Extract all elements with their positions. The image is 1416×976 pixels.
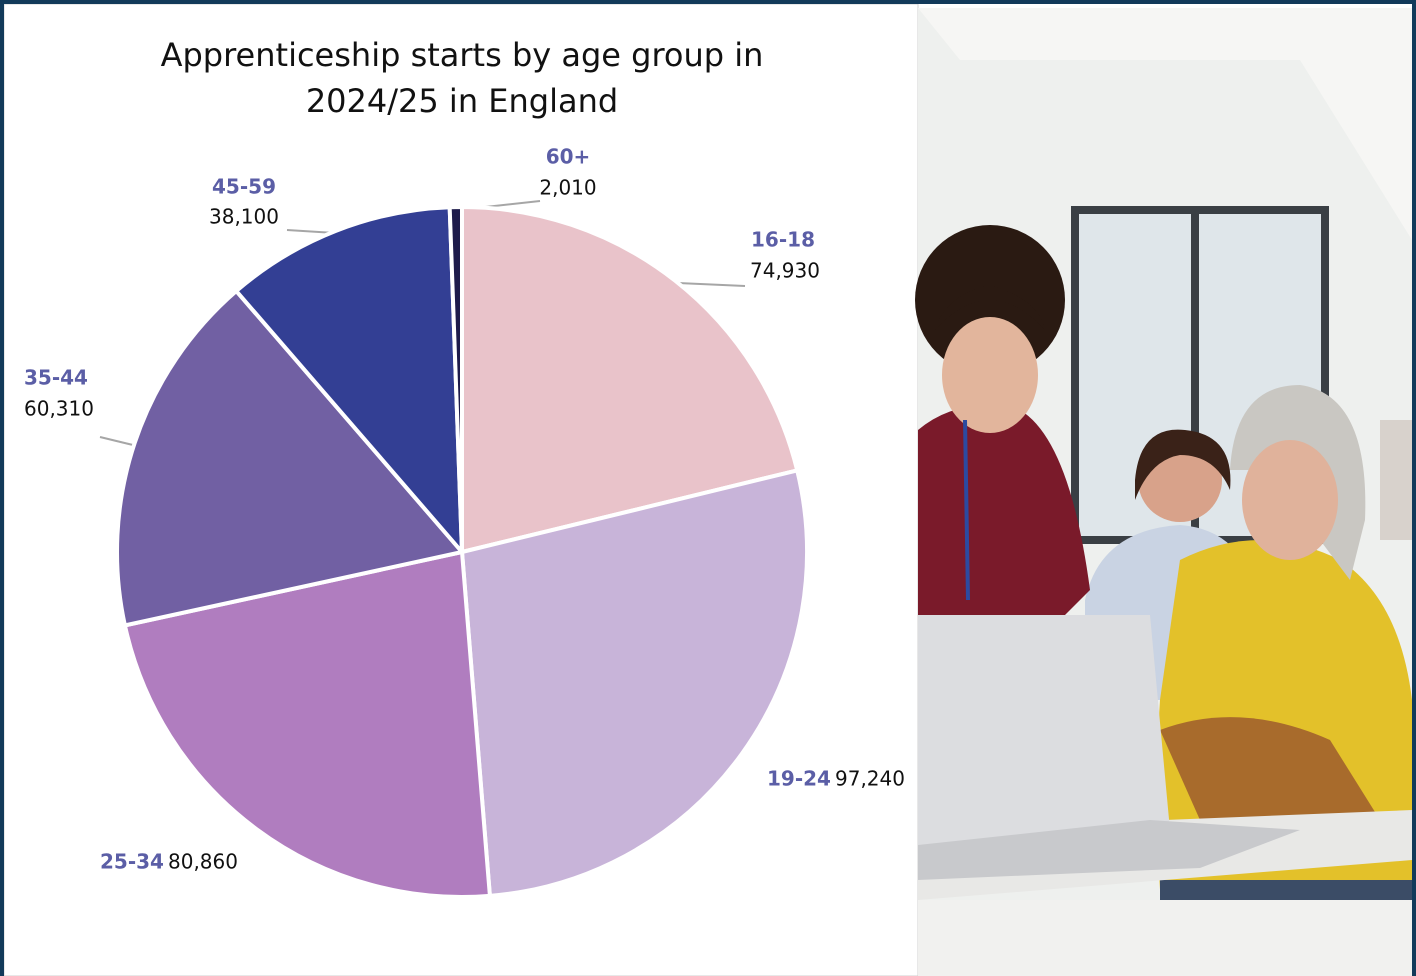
chart-title: Apprenticeship starts by age group in 20… <box>160 36 764 120</box>
category-label: 25-34 <box>100 850 164 874</box>
photo <box>915 8 1412 976</box>
leader-line <box>677 282 746 287</box>
pie-slice <box>460 468 809 898</box>
value-label: 80,860 <box>168 850 238 874</box>
value-label: 97,240 <box>835 767 905 791</box>
category-label: 60+ <box>546 145 591 169</box>
category-label: 19-24 <box>767 767 831 791</box>
pie-slice <box>122 550 492 899</box>
category-label: 45-59 <box>212 175 276 199</box>
value-label: 74,930 <box>750 259 820 283</box>
pie-slice <box>447 204 464 554</box>
pie-slice <box>234 205 464 554</box>
value-label: 60,310 <box>24 397 94 421</box>
pie-slice <box>115 289 464 628</box>
leader-line <box>99 436 134 446</box>
pie-slice <box>460 205 800 554</box>
value-label: 38,100 <box>209 205 279 229</box>
value-label: 2,010 <box>539 176 596 200</box>
category-label: 16-18 <box>751 228 815 252</box>
category-label: 35-44 <box>24 366 88 390</box>
